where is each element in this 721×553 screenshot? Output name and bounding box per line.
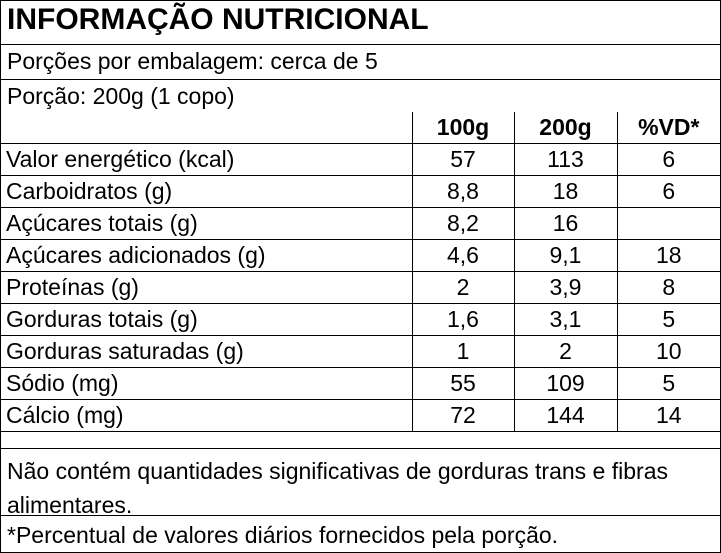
header-per-200g: 200g xyxy=(513,112,618,144)
insignificant-note: Não contém quantidades significativas de… xyxy=(7,458,668,518)
daily-value-note-row: *Percentual de valores diários fornecido… xyxy=(1,515,720,553)
serving-size: Porção: 200g (1 copo) xyxy=(7,83,235,109)
insignificant-note-row: Não contém quantidades significativas de… xyxy=(1,448,720,518)
header-per-100g: 100g xyxy=(411,112,515,144)
nutrient-name: Proteínas (g) xyxy=(1,271,413,304)
nutrient-name: Cálcio (mg) xyxy=(1,399,413,432)
table-row: Proteínas (g) 2 3,9 8 xyxy=(1,271,720,304)
header-nutrient xyxy=(1,112,413,144)
value-daily-percent: 10 xyxy=(616,335,720,368)
serving-size-row: Porção: 200g (1 copo) xyxy=(1,79,720,113)
header-daily-value: %VD* xyxy=(616,112,720,144)
value-per-200g: 144 xyxy=(513,399,618,432)
nutrient-table: 100g 200g %VD* Valor energético (kcal) 57… xyxy=(1,112,720,432)
value-per-100g: 55 xyxy=(411,367,515,400)
value-per-100g: 1,6 xyxy=(411,303,515,336)
value-per-100g: 72 xyxy=(411,399,515,432)
value-per-100g: 8,8 xyxy=(411,175,515,208)
nutrient-name: Gorduras totais (g) xyxy=(1,303,413,336)
value-per-200g: 2 xyxy=(513,335,618,368)
value-daily-percent: 6 xyxy=(616,175,720,208)
value-per-100g: 57 xyxy=(411,143,515,176)
table-row: Gorduras totais (g) 1,6 3,1 5 xyxy=(1,303,720,336)
nutrient-name: Carboidratos (g) xyxy=(1,175,413,208)
value-per-100g: 8,2 xyxy=(411,207,515,240)
servings-per-package: Porções por embalagem: cerca de 5 xyxy=(7,48,378,74)
servings-per-package-row: Porções por embalagem: cerca de 5 xyxy=(1,44,720,80)
value-per-200g: 109 xyxy=(513,367,618,400)
nutrient-name: Açúcares totais (g) xyxy=(1,207,413,240)
table-row: Cálcio (mg) 72 144 14 xyxy=(1,399,720,432)
value-per-100g: 2 xyxy=(411,271,515,304)
nutrient-name: Sódio (mg) xyxy=(1,367,413,400)
value-per-100g: 1 xyxy=(411,335,515,368)
value-per-200g: 9,1 xyxy=(513,239,618,272)
value-per-200g: 3,9 xyxy=(513,271,618,304)
value-daily-percent xyxy=(616,207,720,240)
value-daily-percent: 18 xyxy=(616,239,720,272)
table-row: Sódio (mg) 55 109 5 xyxy=(1,367,720,400)
value-daily-percent: 8 xyxy=(616,271,720,304)
value-per-200g: 3,1 xyxy=(513,303,618,336)
value-per-200g: 113 xyxy=(513,143,618,176)
daily-value-note: *Percentual de valores diários fornecido… xyxy=(7,522,559,548)
value-daily-percent: 5 xyxy=(616,367,720,400)
table-row: Açúcares totais (g) 8,2 16 xyxy=(1,207,720,240)
value-daily-percent: 14 xyxy=(616,399,720,432)
table-row: Gorduras saturadas (g) 1 2 10 xyxy=(1,335,720,368)
nutrient-name: Valor energético (kcal) xyxy=(1,143,413,176)
table-row: Açúcares adicionados (g) 4,6 9,1 18 xyxy=(1,239,720,272)
value-per-200g: 16 xyxy=(513,207,618,240)
label-title: INFORMAÇÃO NUTRICIONAL xyxy=(7,3,429,36)
value-daily-percent: 5 xyxy=(616,303,720,336)
table-row: Carboidratos (g) 8,8 18 6 xyxy=(1,175,720,208)
table-row: Valor energético (kcal) 57 113 6 xyxy=(1,143,720,176)
nutrient-name: Gorduras saturadas (g) xyxy=(1,335,413,368)
value-per-100g: 4,6 xyxy=(411,239,515,272)
value-daily-percent: 6 xyxy=(616,143,720,176)
value-per-200g: 18 xyxy=(513,175,618,208)
table-header-row: 100g 200g %VD* xyxy=(1,112,720,144)
nutrient-name: Açúcares adicionados (g) xyxy=(1,239,413,272)
